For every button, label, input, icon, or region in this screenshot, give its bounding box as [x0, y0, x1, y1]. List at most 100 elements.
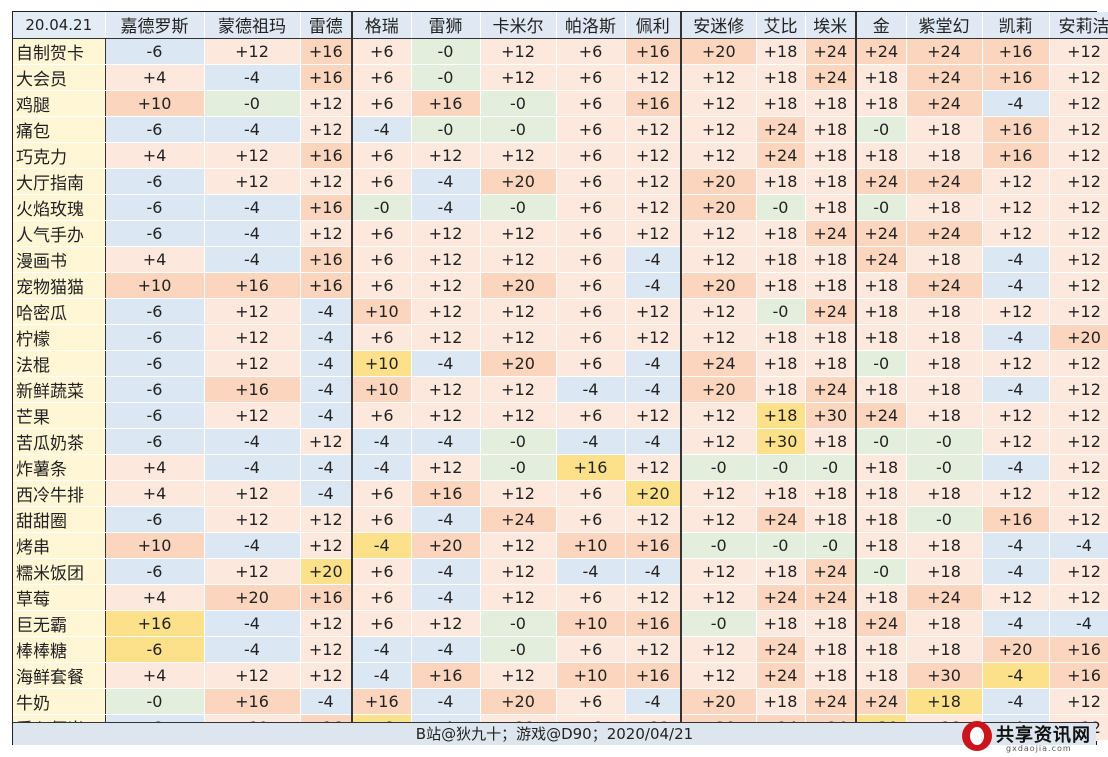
affinity-value-cell: +20: [681, 168, 757, 195]
affinity-value-cell: +12: [204, 38, 301, 65]
affinity-value-cell: -6: [105, 298, 205, 325]
affinity-value-cell: -4: [982, 90, 1050, 117]
character-header: 艾比: [756, 12, 806, 39]
affinity-value-cell: +24: [856, 246, 907, 273]
affinity-value-cell: +16: [204, 376, 301, 403]
affinity-value-cell: +12: [480, 376, 557, 403]
affinity-value-cell: -4: [411, 428, 481, 455]
affinity-value-cell: -4: [625, 558, 682, 585]
affinity-value-cell: +6: [556, 298, 626, 325]
gift-name: 烤串: [13, 532, 106, 559]
affinity-value-cell: +12: [411, 142, 481, 169]
affinity-value-cell: -0: [411, 64, 481, 91]
affinity-value-cell: +18: [856, 324, 907, 351]
affinity-value-cell: +12: [681, 142, 757, 169]
affinity-value-cell: +12: [480, 532, 557, 559]
affinity-value-cell: +16: [625, 610, 682, 637]
affinity-value-cell: -6: [105, 376, 205, 403]
affinity-value-cell: +18: [856, 662, 907, 689]
affinity-value-cell: -4: [411, 558, 481, 585]
affinity-value-cell: +12: [982, 298, 1050, 325]
affinity-value-cell: +12: [1049, 220, 1108, 247]
affinity-value-cell: +6: [556, 272, 626, 299]
affinity-value-cell: -4: [982, 246, 1050, 273]
affinity-value-cell: -4: [625, 376, 682, 403]
affinity-value-cell: +12: [681, 584, 757, 611]
table-row: 漫画书 +4 -4 +16 +6 +12 +12 +6 -4 +12 +18 +18 +24 +18 -4 +…: [13, 246, 1108, 273]
gift-name: 人气手办: [13, 220, 106, 247]
affinity-value-cell: +18: [756, 610, 806, 637]
affinity-value-cell: +12: [1049, 90, 1108, 117]
affinity-value-cell: +16: [625, 90, 682, 117]
affinity-value-cell: +24: [906, 220, 983, 247]
affinity-value-cell: +12: [204, 662, 301, 689]
credits-footer: B站@狄九十；游戏@D90；2020/04/21: [13, 722, 1096, 745]
affinity-value-cell: +18: [756, 220, 806, 247]
affinity-value-cell: +10: [105, 90, 205, 117]
affinity-value-cell: +24: [756, 142, 806, 169]
affinity-value-cell: +18: [856, 142, 907, 169]
character-header: 雷德: [300, 12, 353, 39]
affinity-value-cell: +6: [556, 168, 626, 195]
affinity-value-cell: +24: [805, 688, 857, 715]
gift-name: 大会员: [13, 64, 106, 91]
affinity-value-cell: -4: [204, 610, 301, 637]
affinity-value-cell: -0: [756, 298, 806, 325]
affinity-value-cell: +18: [756, 402, 806, 429]
affinity-value-cell: +12: [625, 194, 682, 221]
affinity-value-cell: +18: [856, 532, 907, 559]
affinity-value-cell: -4: [352, 116, 412, 143]
affinity-value-cell: +18: [906, 324, 983, 351]
affinity-value-cell: +12: [1049, 168, 1108, 195]
table-row: 棒棒糖 -6 -4 +12 -4 -4 -0 +6 +12 +12 +24 +18 +18 +18 +20 +…: [13, 636, 1108, 663]
affinity-value-cell: -4: [204, 246, 301, 273]
affinity-value-cell: -4: [982, 272, 1050, 299]
affinity-value-cell: +18: [906, 402, 983, 429]
affinity-value-cell: +12: [681, 64, 757, 91]
character-header: 金: [856, 12, 907, 39]
affinity-value-cell: +18: [805, 350, 857, 377]
affinity-value-cell: +16: [204, 688, 301, 715]
affinity-value-cell: -0: [681, 610, 757, 637]
gift-name: 芒果: [13, 402, 106, 429]
affinity-value-cell: +24: [756, 662, 806, 689]
affinity-value-cell: +20: [1049, 324, 1108, 351]
affinity-value-cell: +12: [204, 558, 301, 585]
affinity-value-cell: +18: [856, 584, 907, 611]
affinity-value-cell: -4: [204, 532, 301, 559]
affinity-value-cell: +20: [480, 168, 557, 195]
affinity-value-cell: +6: [556, 480, 626, 507]
affinity-value-cell: -0: [681, 454, 757, 481]
affinity-value-cell: +20: [681, 272, 757, 299]
table-body: 自制贺卡 -6 +12 +16 +6 -0 +12 +6 +16 +20 +18 +24 +24 +24 +…: [13, 38, 1108, 741]
affinity-value-cell: -4: [300, 402, 353, 429]
gift-name: 草莓: [13, 584, 106, 611]
affinity-value-cell: +12: [982, 350, 1050, 377]
affinity-value-cell: +6: [556, 64, 626, 91]
affinity-value-cell: +12: [625, 584, 682, 611]
character-header: 安莉洁: [1049, 12, 1108, 39]
table-row: 牛奶 -0 +16 -4 +16 -4 +20 +6 -4 +20 +18 +24 +24 +18 -4 +1…: [13, 688, 1108, 715]
affinity-value-cell: +12: [300, 506, 353, 533]
affinity-value-cell: +6: [556, 116, 626, 143]
affinity-value-cell: +6: [352, 506, 412, 533]
gift-name: 海鲜套餐: [13, 662, 106, 689]
affinity-value-cell: -4: [556, 376, 626, 403]
affinity-value-cell: +18: [756, 324, 806, 351]
affinity-value-cell: +18: [805, 662, 857, 689]
affinity-value-cell: +12: [204, 402, 301, 429]
affinity-value-cell: +18: [906, 610, 983, 637]
affinity-value-cell: +12: [681, 324, 757, 351]
affinity-value-cell: +6: [352, 220, 412, 247]
affinity-value-cell: +20: [982, 636, 1050, 663]
affinity-value-cell: -4: [300, 350, 353, 377]
logo-url: gxdaojia.com: [1006, 744, 1072, 753]
affinity-value-cell: -0: [805, 454, 857, 481]
affinity-value-cell: +18: [756, 558, 806, 585]
affinity-value-cell: +12: [480, 64, 557, 91]
affinity-value-cell: +6: [352, 402, 412, 429]
affinity-value-cell: -4: [352, 532, 412, 559]
affinity-value-cell: -4: [411, 636, 481, 663]
affinity-value-cell: +12: [982, 402, 1050, 429]
affinity-value-cell: +12: [982, 194, 1050, 221]
